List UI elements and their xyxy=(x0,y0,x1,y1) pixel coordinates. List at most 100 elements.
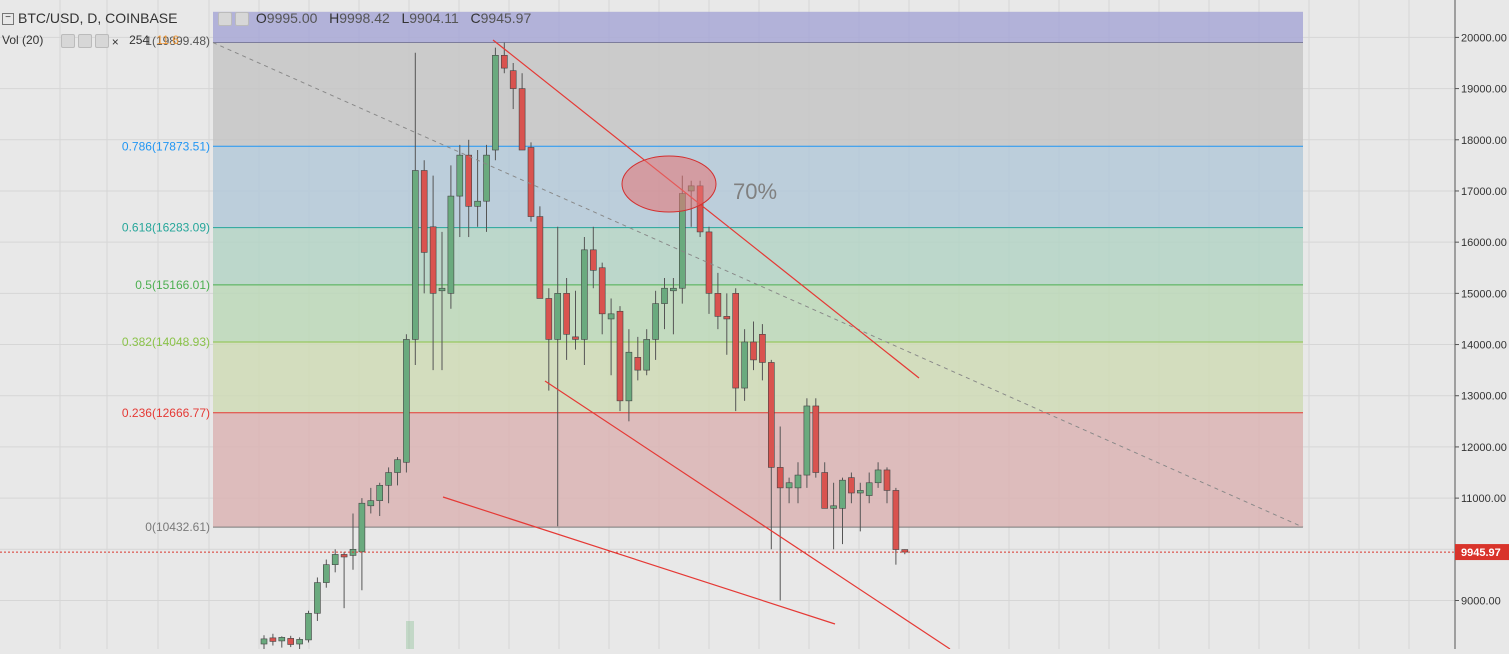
annotation-percent: 70% xyxy=(733,179,777,204)
price-tick-label: 18000.00 xyxy=(1461,135,1507,147)
price-axis-bg xyxy=(1455,0,1509,649)
price-tick-label: 13000.00 xyxy=(1461,391,1507,403)
candle-body xyxy=(741,341,748,389)
candle-body xyxy=(759,334,766,363)
candle-body xyxy=(527,147,535,217)
candle-body xyxy=(385,472,392,486)
candle-body xyxy=(420,170,428,253)
fib-level-label: 0.236(12666.77) xyxy=(122,406,210,420)
candle-body xyxy=(403,339,410,463)
volume-ma: 11.6 xyxy=(156,33,179,47)
dashed-trendline xyxy=(212,42,1304,528)
candle-body xyxy=(447,195,455,294)
candle-body xyxy=(465,154,473,207)
fib-level-label: 0.786(17873.51) xyxy=(122,139,210,153)
price-tick-label: 17000.00 xyxy=(1461,186,1507,198)
candle-body xyxy=(803,405,811,476)
open-label: O xyxy=(255,10,267,26)
candle-body xyxy=(598,267,606,315)
open-value: 9995.00 xyxy=(266,10,318,26)
fib-level-label: 0.618(16283.09) xyxy=(122,221,210,235)
candle-body xyxy=(287,638,295,645)
candle-body xyxy=(260,638,268,645)
high-value: 9998.42 xyxy=(339,10,390,26)
candle-body xyxy=(634,357,642,371)
candle-body xyxy=(518,88,526,151)
current-price-tag-label: 9945.97 xyxy=(1461,547,1501,559)
symbol-header: − BTC/USD, D, COINBASE xyxy=(2,10,177,26)
candle-body xyxy=(750,341,757,361)
symbol-title: BTC/USD, D, COINBASE xyxy=(18,10,178,26)
highlight-ellipse xyxy=(621,155,717,213)
current-price-tag xyxy=(1455,544,1509,561)
price-tick-label: 12000.00 xyxy=(1461,442,1507,454)
candle-body xyxy=(492,55,499,151)
eye-icon[interactable] xyxy=(218,12,232,27)
price-tick-label: 9000.00 xyxy=(1461,595,1501,607)
candle-body xyxy=(554,293,562,340)
price-tick-label: 14000.00 xyxy=(1461,340,1507,352)
price-tick-label: 16000.00 xyxy=(1461,237,1507,249)
candle-body xyxy=(625,351,633,402)
low-value: 9904.11 xyxy=(409,10,459,26)
candle-body xyxy=(545,298,553,340)
candle-body xyxy=(643,339,651,371)
candle-body xyxy=(536,216,544,299)
candle-body xyxy=(732,293,740,389)
candle-body xyxy=(714,293,722,317)
candle-body xyxy=(500,55,508,69)
candle-body xyxy=(661,287,668,304)
eye-icon-vol[interactable] xyxy=(60,33,75,48)
price-tick-label: 11000.00 xyxy=(1461,493,1506,505)
price-tick-label: 19000.00 xyxy=(1461,84,1507,96)
candle-body xyxy=(705,231,713,294)
candle-body xyxy=(821,472,829,509)
candle-body xyxy=(509,70,517,89)
volume-header: Vol (20) × 254 11.6 xyxy=(2,33,179,49)
lower-trendline xyxy=(544,380,951,650)
fib-level-label: 0(10432.61) xyxy=(145,520,210,534)
settings-icon-vol[interactable] xyxy=(77,33,92,48)
candle-body xyxy=(892,490,900,550)
candle-body xyxy=(456,154,464,197)
settings-icon[interactable] xyxy=(235,12,249,27)
candle-body xyxy=(296,639,303,645)
candle-body xyxy=(812,405,820,473)
fib-band xyxy=(213,412,1303,528)
fib-level-1-label: 1(19899.48) xyxy=(145,34,210,48)
candle-body xyxy=(794,474,802,489)
candle-body xyxy=(785,482,793,489)
candle-body xyxy=(314,582,321,614)
format-icon-vol[interactable] xyxy=(94,33,109,48)
candle-body xyxy=(394,459,401,473)
candle-body xyxy=(652,303,659,340)
candle-body xyxy=(883,469,891,491)
candle-body xyxy=(581,249,588,340)
candle-body xyxy=(376,485,384,501)
close-icon-vol[interactable]: × xyxy=(111,34,119,49)
support-trendline xyxy=(442,496,836,625)
candle-body xyxy=(767,362,775,468)
candle-body xyxy=(856,490,864,494)
candle-body xyxy=(474,200,481,207)
candle-body xyxy=(589,249,597,271)
candle-body xyxy=(483,154,490,202)
candle-body xyxy=(367,500,375,507)
fib-band xyxy=(213,284,1303,343)
candle-body xyxy=(340,554,348,558)
fib-band xyxy=(213,227,1303,285)
candle-body xyxy=(616,310,624,402)
volume-label: Vol (20) xyxy=(2,33,44,47)
collapse-icon[interactable]: − xyxy=(2,13,14,26)
candle-body xyxy=(607,313,615,320)
candle-body xyxy=(305,612,312,641)
candle-body xyxy=(429,226,437,294)
fib-band xyxy=(213,146,1303,228)
fib-level-label: 0.382(14048.93) xyxy=(122,335,210,349)
ohlc-readout: O9995.00 H9998.42 L9904.11 C9945.97 xyxy=(218,10,531,27)
high-label: H xyxy=(329,10,340,26)
close-label: C xyxy=(470,10,481,26)
candle-body xyxy=(411,170,419,340)
